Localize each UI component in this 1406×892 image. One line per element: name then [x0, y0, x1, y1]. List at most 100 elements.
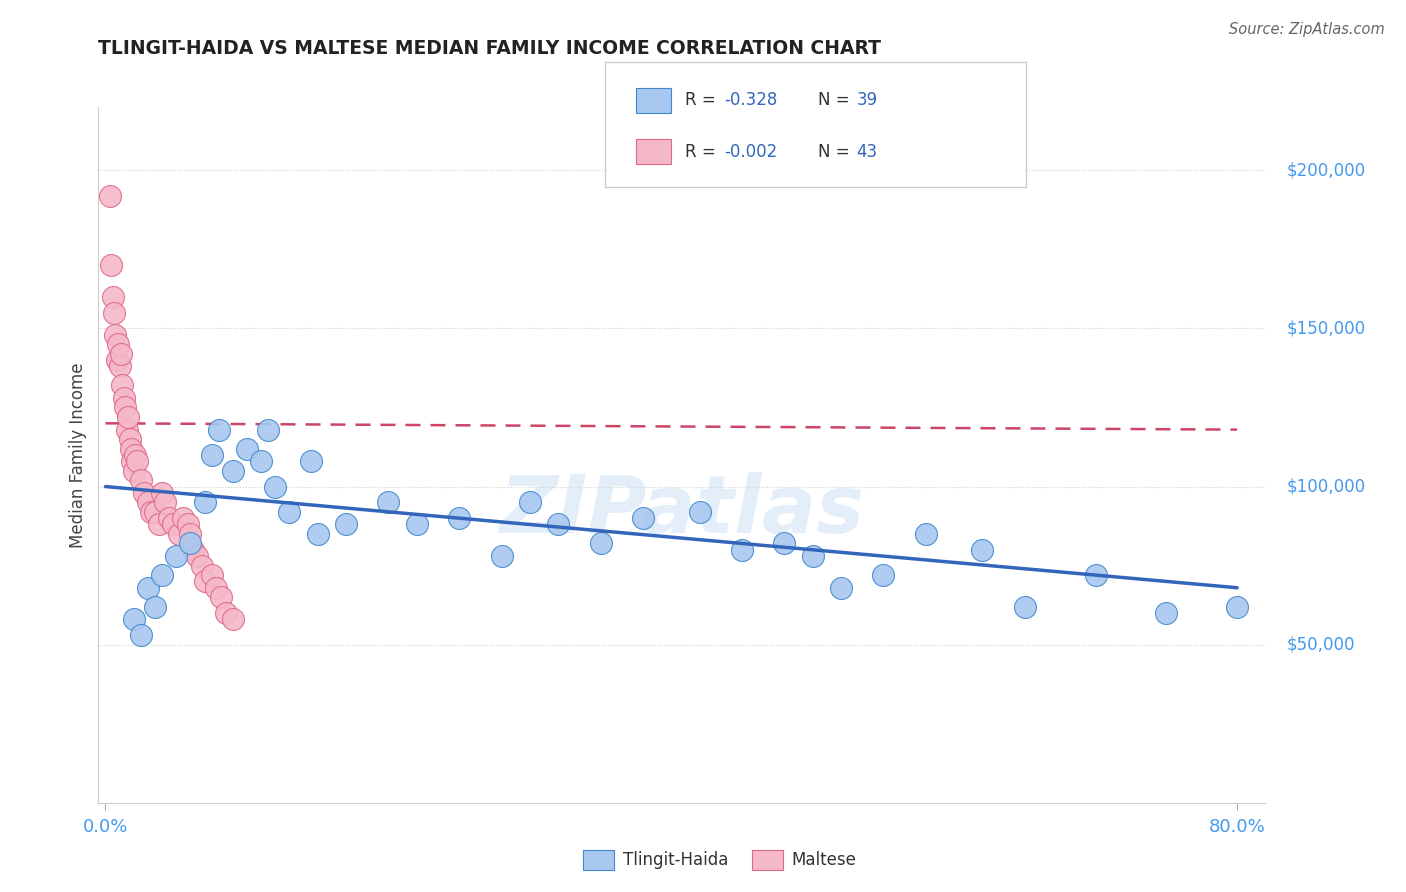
Point — [120, 442, 142, 456]
Point — [125, 454, 148, 468]
Text: R =: R = — [685, 143, 721, 161]
Point — [105, 353, 128, 368]
Text: Maltese: Maltese — [792, 851, 856, 869]
Y-axis label: Median Family Income: Median Family Income — [69, 362, 87, 548]
Point — [193, 574, 215, 589]
Point — [193, 495, 215, 509]
Point — [136, 581, 159, 595]
Point — [122, 464, 145, 478]
Text: 39: 39 — [856, 91, 877, 109]
Point — [98, 188, 121, 202]
Text: R =: R = — [685, 91, 721, 109]
Text: Tlingit-Haida: Tlingit-Haida — [623, 851, 728, 869]
Point — [377, 495, 399, 509]
Point — [547, 517, 569, 532]
Point — [150, 568, 173, 582]
Point — [108, 359, 131, 374]
Point — [122, 612, 145, 626]
Point — [139, 505, 162, 519]
Point — [179, 527, 201, 541]
Point — [132, 486, 155, 500]
Text: Source: ZipAtlas.com: Source: ZipAtlas.com — [1229, 22, 1385, 37]
Point — [148, 517, 170, 532]
Point — [157, 511, 180, 525]
Point — [181, 542, 204, 557]
Point — [299, 454, 322, 468]
Text: $200,000: $200,000 — [1286, 161, 1365, 179]
Point — [972, 542, 994, 557]
Point — [915, 527, 938, 541]
Point — [136, 495, 159, 509]
Text: $50,000: $50,000 — [1286, 636, 1355, 654]
Point — [405, 517, 427, 532]
Point — [129, 473, 152, 487]
Point — [1084, 568, 1107, 582]
Point — [200, 448, 222, 462]
Point — [179, 536, 201, 550]
Point — [449, 511, 471, 525]
Point — [872, 568, 894, 582]
Text: $100,000: $100,000 — [1286, 477, 1365, 496]
Point — [107, 337, 129, 351]
Text: -0.002: -0.002 — [724, 143, 778, 161]
Point — [186, 549, 208, 563]
Point — [335, 517, 357, 532]
Point — [118, 432, 141, 446]
Point — [104, 327, 127, 342]
Point — [257, 423, 280, 437]
Point — [143, 599, 166, 614]
Point — [208, 423, 231, 437]
Point — [1014, 599, 1036, 614]
Point — [222, 464, 245, 478]
Text: -0.328: -0.328 — [724, 91, 778, 109]
Point — [830, 581, 852, 595]
Point — [307, 527, 329, 541]
Point — [114, 401, 136, 415]
Text: ZIPatlas: ZIPatlas — [499, 472, 865, 549]
Point — [112, 391, 135, 405]
Point — [1226, 599, 1249, 614]
Point — [129, 628, 152, 642]
Point — [236, 442, 259, 456]
Text: 43: 43 — [856, 143, 877, 161]
Point — [731, 542, 754, 557]
Point — [689, 505, 711, 519]
Point — [589, 536, 612, 550]
Point — [117, 409, 139, 424]
Point — [124, 448, 146, 462]
Text: $150,000: $150,000 — [1286, 319, 1365, 337]
Point — [165, 549, 187, 563]
Point — [103, 305, 125, 319]
Point — [190, 558, 212, 573]
Point — [222, 612, 245, 626]
Point — [176, 517, 198, 532]
Point — [115, 423, 138, 437]
Point — [153, 495, 176, 509]
Point — [519, 495, 541, 509]
Point — [250, 454, 273, 468]
Point — [121, 454, 143, 468]
Point — [215, 606, 238, 620]
Point — [1156, 606, 1178, 620]
Point — [162, 517, 184, 532]
Point — [100, 258, 122, 272]
Point — [101, 290, 124, 304]
Point — [110, 347, 132, 361]
Point — [773, 536, 796, 550]
Point — [167, 527, 190, 541]
Point — [278, 505, 301, 519]
Text: TLINGIT-HAIDA VS MALTESE MEDIAN FAMILY INCOME CORRELATION CHART: TLINGIT-HAIDA VS MALTESE MEDIAN FAMILY I… — [98, 39, 882, 58]
Text: N =: N = — [818, 143, 855, 161]
Point — [801, 549, 824, 563]
Point — [211, 591, 233, 605]
Point — [205, 581, 228, 595]
Point — [143, 505, 166, 519]
Point — [491, 549, 513, 563]
Text: N =: N = — [818, 91, 855, 109]
Point — [111, 378, 134, 392]
Point — [264, 479, 287, 493]
Point — [200, 568, 222, 582]
Point — [631, 511, 654, 525]
Point — [172, 511, 194, 525]
Point — [150, 486, 173, 500]
